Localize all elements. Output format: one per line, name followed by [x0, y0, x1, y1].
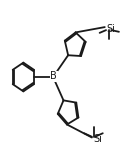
Text: B: B [50, 71, 57, 81]
Text: Si: Si [93, 134, 102, 144]
Text: Si: Si [106, 24, 115, 34]
